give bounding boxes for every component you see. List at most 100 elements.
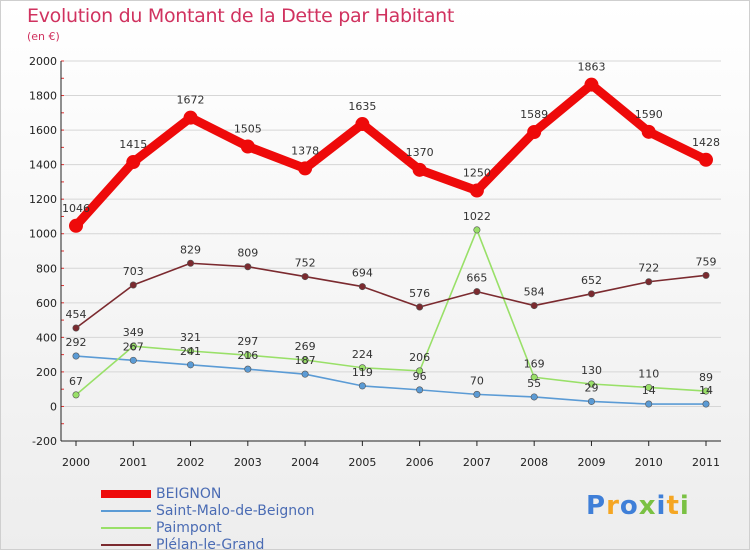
x-tick-label: 2007: [463, 456, 491, 469]
x-tick-label: 2002: [177, 456, 205, 469]
data-point: [129, 342, 137, 350]
data-point: [187, 259, 195, 267]
y-tick-label: 1200: [29, 193, 57, 206]
data-point: [244, 351, 252, 359]
data-label: 1250: [463, 167, 491, 180]
data-label: 1415: [119, 138, 147, 151]
legend-label: BEIGNON: [156, 486, 222, 502]
data-label: 169: [524, 357, 545, 370]
y-tick-label: 1800: [29, 90, 57, 103]
legend-item: Plélan-le-Grand: [101, 537, 401, 553]
data-point: [240, 139, 255, 154]
data-label: 55: [527, 377, 541, 390]
legend-label: Plélan-le-Grand: [156, 537, 265, 553]
data-point: [473, 288, 481, 296]
data-label: 1672: [177, 94, 205, 107]
x-tick-label: 2000: [62, 456, 90, 469]
logo-letter: i: [656, 491, 667, 521]
x-tick-label: 2001: [119, 456, 147, 469]
x-tick-label: 2003: [234, 456, 262, 469]
y-tick-label: 1400: [29, 159, 57, 172]
data-point: [645, 400, 653, 408]
data-point: [244, 365, 252, 373]
data-point: [587, 397, 595, 405]
data-label: 70: [470, 374, 484, 387]
data-point: [587, 290, 595, 298]
data-label: 216: [237, 349, 258, 362]
data-label: 652: [581, 274, 602, 287]
data-label: 206: [409, 351, 430, 364]
data-point: [530, 393, 538, 401]
data-label: 96: [413, 370, 427, 383]
data-point: [358, 364, 366, 372]
x-tick-label: 2004: [291, 456, 319, 469]
data-label: 292: [66, 336, 87, 349]
y-tick-label: 800: [36, 262, 57, 275]
legend-label: Saint-Malo-de-Beignon: [156, 503, 315, 519]
legend-item: Paimpont: [101, 520, 401, 536]
y-tick-label: -200: [32, 435, 57, 448]
data-point: [187, 361, 195, 369]
data-point: [412, 162, 427, 177]
data-label: 110: [638, 367, 659, 380]
data-point: [530, 373, 538, 381]
data-label: 224: [352, 348, 373, 361]
data-point: [702, 387, 710, 395]
y-tick-label: 1000: [29, 228, 57, 241]
x-tick-label: 2005: [348, 456, 376, 469]
x-tick-label: 2010: [635, 456, 663, 469]
proxiti-logo: Proxiti: [586, 491, 690, 521]
y-tick-label: 1600: [29, 124, 57, 137]
data-label: 1863: [577, 61, 605, 74]
data-point: [641, 124, 656, 139]
data-label: 130: [581, 364, 602, 377]
data-point: [473, 226, 481, 234]
data-point: [416, 386, 424, 394]
data-point: [298, 161, 313, 176]
legend-label: Paimpont: [156, 520, 222, 536]
legend-swatch: [101, 544, 151, 546]
data-label: 1378: [291, 144, 319, 157]
data-label: 187: [295, 354, 316, 367]
data-point: [126, 155, 141, 170]
logo-letter: i: [679, 491, 690, 521]
data-label: 267: [123, 340, 144, 353]
data-label: 29: [584, 381, 598, 394]
data-label: 67: [69, 375, 83, 388]
data-point: [702, 271, 710, 279]
data-point: [301, 273, 309, 281]
legend-swatch: [101, 490, 151, 498]
data-label: 14: [699, 384, 713, 397]
series-line-paimpont: [75, 229, 707, 396]
data-point: [72, 324, 80, 332]
data-label: 321: [180, 331, 201, 344]
y-tick-label: 2000: [29, 55, 57, 68]
series-line-beignon: [71, 80, 711, 231]
data-point: [645, 278, 653, 286]
chart-title: Evolution du Montant de la Dette par Hab…: [27, 5, 455, 27]
data-point: [355, 117, 370, 132]
data-point: [469, 183, 484, 198]
x-tick-label: 2009: [577, 456, 605, 469]
data-point: [527, 124, 542, 139]
data-label: 241: [180, 345, 201, 358]
data-label: 1428: [692, 136, 720, 149]
logo-letter: o: [619, 491, 639, 521]
chart-subtitle: (en €): [27, 30, 60, 43]
data-point: [244, 263, 252, 271]
y-tick-label: 400: [36, 331, 57, 344]
y-tick-label: 600: [36, 297, 57, 310]
data-point: [301, 370, 309, 378]
logo-letter: r: [606, 491, 620, 521]
data-point: [702, 400, 710, 408]
x-tick-label: 2006: [406, 456, 434, 469]
data-point: [301, 356, 309, 364]
data-point: [358, 382, 366, 390]
data-label: 14: [642, 384, 656, 397]
data-label: 694: [352, 267, 373, 280]
data-point: [530, 302, 538, 310]
data-point: [699, 152, 713, 167]
data-label: 759: [696, 255, 717, 268]
